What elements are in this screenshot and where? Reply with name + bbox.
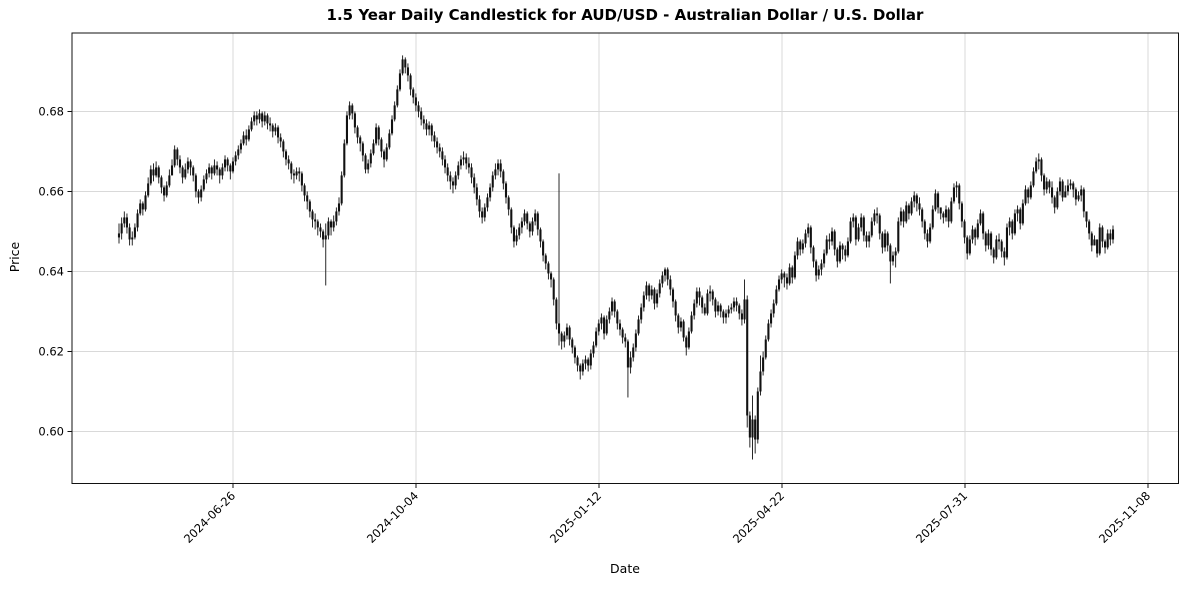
y-axis: 0.60 0.62 0.64 0.66 0.68: [38, 104, 72, 438]
chart-title: 1.5 Year Daily Candlestick for AUD/USD -…: [326, 6, 924, 24]
x-axis-label: Date: [610, 561, 640, 576]
plot-border: [71, 32, 1179, 484]
y-axis-label: Price: [7, 241, 22, 273]
y-tick-label: 0.68: [38, 104, 64, 118]
y-tick-label: 0.64: [38, 264, 64, 278]
y-tick-label: 0.66: [38, 184, 64, 198]
candlestick-series: [117, 55, 1115, 460]
y-tick-label: 0.60: [38, 424, 64, 438]
y-tick-label: 0.62: [38, 344, 64, 358]
